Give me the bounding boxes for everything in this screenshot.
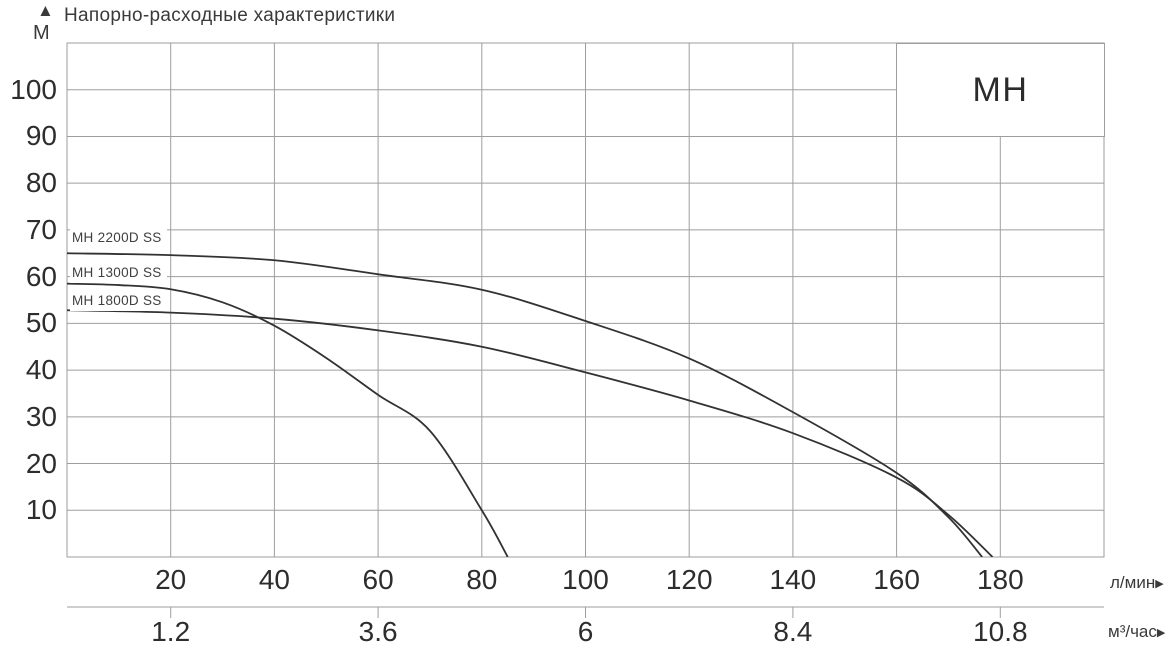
x-primary-tick-180: 180: [976, 564, 1024, 595]
x-primary-tick-40: 40: [258, 564, 290, 595]
x-secondary-tick-3.6: 3.6: [358, 616, 398, 647]
y-axis-up-arrow-icon: ▲: [37, 1, 54, 20]
curve-mh-1800d-ss: [67, 309, 994, 557]
pump-curves: [67, 252, 994, 557]
y-tick-100: 100: [10, 73, 57, 105]
y-axis-unit-label: М: [33, 22, 50, 44]
curve-label-mh-2200d-ss: MH 2200D SS: [70, 229, 167, 248]
secondary-axis: [67, 606, 1104, 618]
curve-label-mh-1300d-ss: MH 1300D SS: [70, 264, 167, 283]
y-tick-60: 60: [25, 260, 57, 292]
x-secondary-tick-10.8: 10.8: [973, 616, 1028, 647]
y-tick-10: 10: [25, 494, 57, 526]
x-primary-tick-80: 80: [466, 564, 498, 595]
model-series-label: МН: [972, 70, 1029, 109]
x-secondary-tick-8.4: 8.4: [773, 616, 813, 647]
y-tick-80: 80: [25, 167, 57, 199]
x-primary-tick-60: 60: [362, 564, 394, 595]
right-arrow-icon: ▶: [1155, 578, 1164, 590]
x-primary-tick-120: 120: [665, 564, 713, 595]
x-axis-secondary-unit: м³/час▶: [1108, 623, 1165, 640]
curve-mh-2200d-ss: [67, 252, 983, 557]
y-tick-50: 50: [25, 307, 57, 339]
curve-label-mh-1800d-ss: MH 1800D SS: [70, 292, 167, 311]
x-primary-tick-100: 100: [562, 564, 609, 595]
x-primary-tick-140: 140: [769, 564, 817, 595]
x-secondary-tick-1.2: 1.2: [151, 616, 191, 647]
y-tick-30: 30: [25, 400, 57, 432]
y-tick-20: 20: [25, 447, 57, 479]
x-primary-tick-20: 20: [155, 564, 187, 595]
x-axis-secondary-unit-text: м³/час: [1108, 622, 1157, 641]
curve-mh-1300d-ss: [67, 282, 509, 557]
y-tick-70: 70: [25, 213, 57, 245]
model-series-badge: МН: [896, 43, 1105, 137]
x-axis-primary-unit-text: л/мин: [1110, 573, 1156, 592]
x-primary-tick-160: 160: [873, 564, 920, 595]
chart-title: Напорно-расходные характеристики: [64, 5, 396, 26]
x-axis-primary-unit: л/мин▶: [1110, 574, 1164, 591]
right-arrow-icon: ▶: [1156, 627, 1166, 639]
y-tick-90: 90: [25, 120, 57, 152]
grid-lines: [66, 42, 1105, 558]
y-tick-40: 40: [25, 354, 57, 386]
x-secondary-tick-6: 6: [577, 616, 594, 647]
